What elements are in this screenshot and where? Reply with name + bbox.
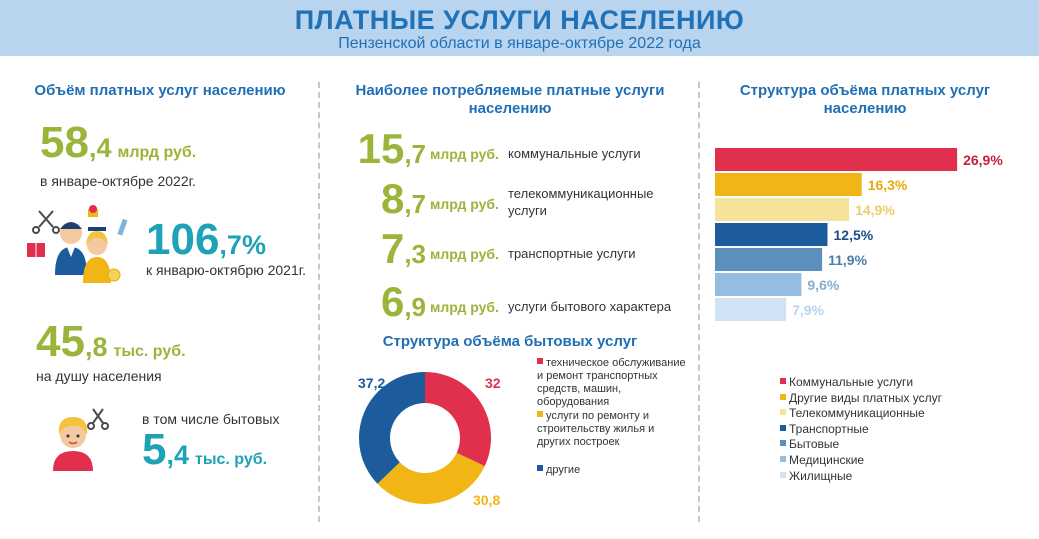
left-section-title: Объём платных услуг населению [34, 82, 286, 99]
students-icon [27, 205, 128, 283]
service-label-3: услуги бытового характера [508, 299, 672, 314]
donut-legend-item-1: услуги по ремонту и строительству жилья и… [537, 410, 655, 448]
service-label-1: телекоммуникационные услуги [508, 186, 654, 218]
bar-2 [715, 198, 850, 221]
service-unit-2: млрд руб. [430, 246, 499, 262]
donut-label-2: 37,2 [358, 375, 385, 391]
bar-legend-item-4: Бытовые [780, 437, 839, 451]
donut-slice-1 [377, 452, 485, 504]
donut-legend-item-0: техническое обслуживание и ремонт транспо… [537, 357, 686, 408]
service-value-2: 7,3 [380, 225, 426, 272]
growth-caption: к январю-октябрю 2021г. [146, 262, 307, 278]
bar-label-1: 16,3% [868, 177, 908, 193]
household-services-donut: 32 30,8 37,2 [358, 372, 501, 508]
header-banner [0, 0, 1039, 56]
page-title: ПЛАТНЫЕ УСЛУГИ НАСЕЛЕНИЮ [294, 5, 745, 35]
bar-legend-item-6: Жилищные [780, 469, 852, 483]
service-label-0: коммунальные услуги [508, 146, 641, 161]
per-capita-value: 45,8 тыс. руб. [36, 317, 186, 366]
bar-3 [715, 223, 828, 246]
right-section-title: Структура объёма платных услуг населению [739, 82, 991, 117]
bar-label-6: 7,9% [792, 302, 824, 318]
donut-slice-2 [359, 372, 425, 484]
donut-label-1: 30,8 [473, 492, 500, 508]
bar-0 [715, 148, 958, 171]
service-unit-1: млрд руб. [430, 196, 499, 212]
donut-legend-item-2: другие [537, 464, 580, 477]
bar-legend-item-5: Медицинские [780, 453, 864, 467]
service-unit-0: млрд руб. [430, 146, 499, 162]
service-value-3: 6,9 [380, 278, 426, 325]
donut-label-0: 32 [485, 375, 501, 391]
donut-slice-0 [425, 372, 491, 467]
bar-label-4: 11,9% [828, 252, 867, 268]
bar-label-0: 26,9% [963, 152, 1003, 168]
bar-legend-item-1: Другие виды платных услуг [780, 391, 942, 405]
bar-6 [715, 298, 787, 321]
page-subtitle: Пензенской области в январе-октябре 2022… [338, 35, 701, 52]
bar-label-3: 12,5% [834, 227, 874, 243]
growth-value: 106,7% [146, 215, 266, 264]
service-value-1: 8,7 [380, 175, 426, 222]
volume-value: 58,4 млрд руб. [40, 118, 197, 167]
bar-label-2: 14,9% [855, 202, 895, 218]
volume-caption: в январе-октябре 2022г. [40, 173, 196, 189]
bar-4 [715, 248, 823, 271]
column-separator-left [318, 82, 320, 522]
services-structure-bar-chart: 26,9% 16,3% 14,9% 12,5% 11,9% 9,6% 7,9% [715, 148, 1003, 321]
service-label-2: транспортные услуги [508, 246, 636, 261]
middle-section-title: Наиболее потребляемые платные услуги нас… [355, 82, 665, 117]
bar-5 [715, 273, 802, 296]
column-separator-right [698, 82, 700, 522]
service-value-0: 15,7 [357, 125, 426, 172]
household-value: 5,4 тыс. руб. [142, 425, 268, 474]
bar-legend-item-0: Коммунальные услуги [780, 375, 913, 389]
hairdresser-icon [53, 408, 109, 471]
household-caption: в том числе бытовых [142, 411, 280, 427]
bar-1 [715, 173, 862, 196]
bar-legend-item-3: Транспортные [780, 422, 869, 436]
bar-label-5: 9,6% [807, 277, 839, 293]
service-unit-3: млрд руб. [430, 299, 499, 315]
per-capita-caption: на душу населения [36, 368, 162, 384]
donut-title: Структура объёма бытовых услуг [382, 333, 638, 350]
bar-legend-item-2: Телекоммуникационные [780, 406, 925, 420]
